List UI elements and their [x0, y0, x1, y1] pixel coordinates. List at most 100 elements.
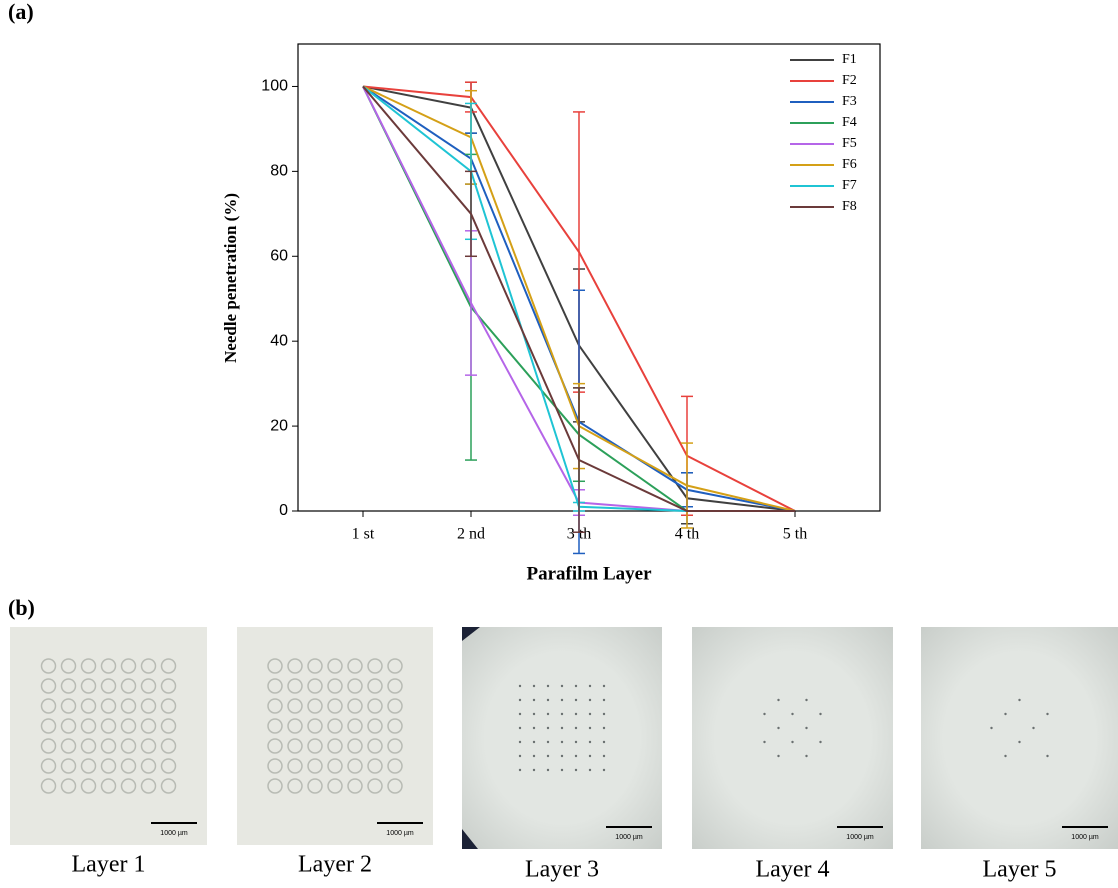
- indent: [40, 678, 57, 694]
- hole: [1046, 754, 1049, 758]
- photo-caption: Layer 2: [298, 852, 372, 878]
- indent: [387, 678, 403, 694]
- indent: [40, 698, 57, 714]
- x-axis-label: Parafilm Layer: [526, 563, 652, 584]
- indent: [60, 698, 77, 714]
- y-axis-label: Needle penetration (%): [221, 193, 240, 363]
- indent: [100, 758, 117, 774]
- scale-label: 1000 µm: [1071, 834, 1099, 841]
- indent: [80, 758, 97, 774]
- panel-label: (b): [8, 595, 35, 620]
- indent: [100, 718, 117, 734]
- indent: [160, 658, 177, 674]
- legend-label: F2: [842, 73, 857, 88]
- indent: [60, 778, 77, 794]
- indent: [140, 678, 157, 694]
- hole: [518, 754, 522, 758]
- hole: [518, 740, 522, 744]
- indent: [347, 778, 363, 794]
- error-bar: [681, 442, 693, 529]
- hole: [518, 712, 522, 716]
- hole: [574, 684, 578, 688]
- photo-caption: Layer 4: [756, 857, 830, 883]
- hole: [1032, 726, 1035, 730]
- indent: [140, 698, 157, 714]
- hole: [546, 712, 550, 716]
- hole: [532, 740, 536, 744]
- indent: [287, 738, 303, 754]
- hole: [560, 754, 564, 758]
- indent: [60, 758, 77, 774]
- error-bar: [465, 170, 477, 258]
- indent: [387, 778, 403, 794]
- indent: [307, 758, 323, 774]
- hole: [560, 740, 564, 744]
- scale-label: 1000 µm: [160, 830, 188, 837]
- indent: [267, 758, 283, 774]
- indent: [267, 718, 283, 734]
- hole: [1018, 740, 1021, 744]
- legend-label: F1: [842, 52, 857, 67]
- hole: [588, 740, 592, 744]
- indent: [267, 738, 283, 754]
- indent: [287, 758, 303, 774]
- hole: [602, 754, 606, 758]
- hole: [805, 754, 808, 758]
- indent: [160, 778, 177, 794]
- hole: [602, 698, 606, 702]
- hole: [777, 754, 780, 758]
- indent: [387, 698, 403, 714]
- hole: [1004, 712, 1007, 716]
- indent: [387, 758, 403, 774]
- indent: [40, 738, 57, 754]
- indent: [327, 718, 343, 734]
- hole: [588, 698, 592, 702]
- indent: [160, 738, 177, 754]
- indent: [327, 658, 343, 674]
- legend-label: F3: [842, 94, 857, 109]
- hole: [560, 712, 564, 716]
- legend-label: F8: [842, 199, 857, 214]
- hole: [602, 768, 606, 772]
- legend-label: F5: [842, 136, 857, 151]
- indent: [80, 658, 97, 674]
- indent: [287, 778, 303, 794]
- indent: [307, 698, 323, 714]
- indent: [160, 758, 177, 774]
- indent: [40, 778, 57, 794]
- indent: [80, 678, 97, 694]
- indent: [367, 658, 383, 674]
- indent: [327, 698, 343, 714]
- indent: [80, 778, 97, 794]
- hole: [574, 726, 578, 730]
- y-tick-label: 60: [270, 247, 288, 264]
- hole: [518, 768, 522, 772]
- indent: [267, 778, 283, 794]
- hole: [777, 698, 780, 702]
- indent: [60, 658, 77, 674]
- indent: [327, 738, 343, 754]
- indent: [327, 678, 343, 694]
- hole: [602, 684, 606, 688]
- error-bar: [573, 387, 585, 533]
- indent: [80, 738, 97, 754]
- y-tick-label: 0: [279, 502, 288, 519]
- indent: [347, 678, 363, 694]
- indent: [140, 658, 157, 674]
- photo-caption: Layer 1: [72, 852, 146, 878]
- hole: [532, 684, 536, 688]
- indent: [160, 698, 177, 714]
- hole: [1018, 698, 1021, 702]
- hole: [574, 768, 578, 772]
- legend-label: F4: [842, 115, 857, 130]
- photo: [237, 627, 433, 845]
- hole: [532, 768, 536, 772]
- indent: [287, 678, 303, 694]
- hole: [990, 726, 993, 730]
- indent: [387, 738, 403, 754]
- x-tick-label: 2 nd: [457, 526, 485, 543]
- hole: [805, 726, 808, 730]
- indent: [347, 658, 363, 674]
- hole: [602, 712, 606, 716]
- indent: [367, 758, 383, 774]
